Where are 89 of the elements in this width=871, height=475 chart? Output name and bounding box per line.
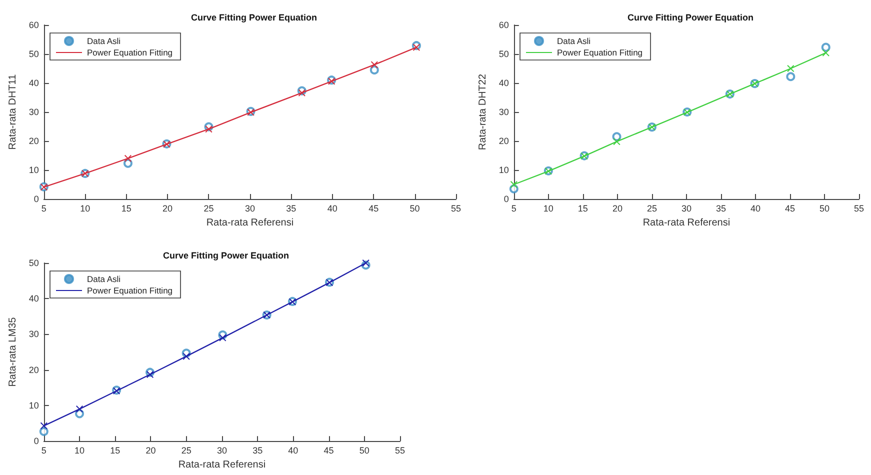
x-tick-label: 50 [359, 446, 370, 456]
x-tick-label: 5 [511, 204, 516, 214]
y-tick-label: 30 [28, 107, 39, 117]
x-tick-label: 10 [543, 204, 554, 214]
x-tick-label: 45 [368, 204, 379, 214]
point [821, 42, 830, 52]
x-tick-label: 15 [110, 446, 120, 456]
point [613, 138, 620, 146]
y-tick-label: 50 [28, 49, 39, 59]
x-tick-label: 20 [146, 446, 156, 456]
x-axis-title: Rata-rata Referensi [178, 460, 266, 470]
legend-label: Power Equation Fitting [557, 48, 643, 58]
y-tick-label: 20 [28, 136, 39, 146]
x-tick-label: 25 [204, 204, 214, 214]
legend-label: Power Equation Fitting [87, 48, 173, 58]
x-tick-label: 25 [181, 446, 192, 456]
point [146, 370, 154, 378]
y-tick-label: 50 [498, 49, 509, 59]
x-axis-title: Rata-rata Referensi [642, 217, 730, 228]
x-tick-label: 10 [80, 204, 90, 214]
y-axis-title: Rata-rata LM35 [8, 316, 18, 387]
y-tick-label: 10 [28, 165, 39, 175]
x-tick-label: 45 [324, 446, 334, 456]
x-tick-label: 50 [819, 204, 830, 214]
y-tick-label: 40 [498, 78, 509, 88]
y-tick-label: 20 [498, 136, 509, 146]
point [412, 44, 420, 51]
y-tick-label: 0 [34, 194, 39, 204]
x-tick-label: 55 [854, 204, 864, 214]
x-tick-label: 35 [286, 204, 296, 214]
y-tick-label: 40 [28, 294, 39, 304]
x-tick-label: 40 [288, 446, 298, 456]
point [822, 49, 830, 56]
x-tick-label: 55 [450, 204, 462, 214]
y-tick-label: 40 [28, 78, 39, 88]
x-tick-label: 15 [578, 204, 588, 214]
x-tick-label: 10 [74, 446, 85, 456]
y-tick-label: 20 [28, 364, 39, 375]
point [39, 426, 48, 436]
x-tick-label: 45 [784, 204, 795, 214]
y-tick-label: 60 [498, 20, 509, 30]
chart-title: Curve Fitting Power Equation [627, 12, 754, 22]
point [786, 72, 796, 82]
point [40, 422, 48, 430]
point [298, 89, 306, 96]
x-tick-label: 20 [162, 204, 173, 214]
x-tick-label: 25 [646, 204, 657, 214]
point [370, 65, 379, 74]
x-axis-title: Rata-rata Referensi [206, 217, 294, 228]
point [787, 65, 794, 72]
y-tick-label: 30 [28, 329, 39, 340]
x-tick-label: 50 [410, 204, 420, 214]
x-tick-label: 55 [394, 446, 406, 456]
legend-label: Data Asli [87, 274, 121, 284]
x-tick-label: 30 [216, 446, 227, 456]
x-tick-label: 5 [41, 204, 46, 214]
y-tick-label: 60 [28, 20, 39, 30]
point [219, 334, 226, 342]
y-tick-label: 30 [498, 107, 509, 117]
x-tick-label: 20 [612, 204, 622, 214]
legend-label: Data Asli [557, 36, 591, 46]
y-tick-label: 10 [498, 165, 509, 175]
y-tick-label: 0 [504, 194, 509, 204]
point [182, 352, 190, 360]
x-tick-label: 30 [681, 204, 692, 214]
y-axis-title: Rata-rata DHT11 [8, 74, 18, 150]
x-tick-label: 15 [121, 204, 132, 214]
point [612, 132, 622, 142]
chart-title: Curve Fitting Power Equation [190, 12, 318, 22]
point [123, 158, 132, 168]
y-axis-title: Rata-rata DHT22 [478, 73, 488, 150]
y-tick-label: 0 [34, 436, 39, 446]
x-tick-label: 5 [41, 446, 46, 456]
x-tick-label: 35 [716, 204, 726, 214]
point [370, 61, 378, 68]
x-tick-label: 40 [750, 204, 760, 214]
x-tick-label: 40 [327, 204, 338, 214]
point [124, 154, 132, 162]
x-tick-label: 35 [252, 446, 263, 456]
y-tick-label: 10 [28, 400, 39, 410]
point [76, 406, 84, 413]
point [205, 126, 212, 133]
chart-title: Curve Fitting Power Equation [162, 250, 290, 260]
y-tick-label: 50 [28, 258, 39, 268]
legend-label: Data Asli [87, 36, 121, 46]
x-tick-label: 30 [244, 204, 255, 214]
point [510, 181, 518, 188]
point [362, 260, 370, 266]
legend-label: Power Equation Fitting [87, 286, 173, 296]
